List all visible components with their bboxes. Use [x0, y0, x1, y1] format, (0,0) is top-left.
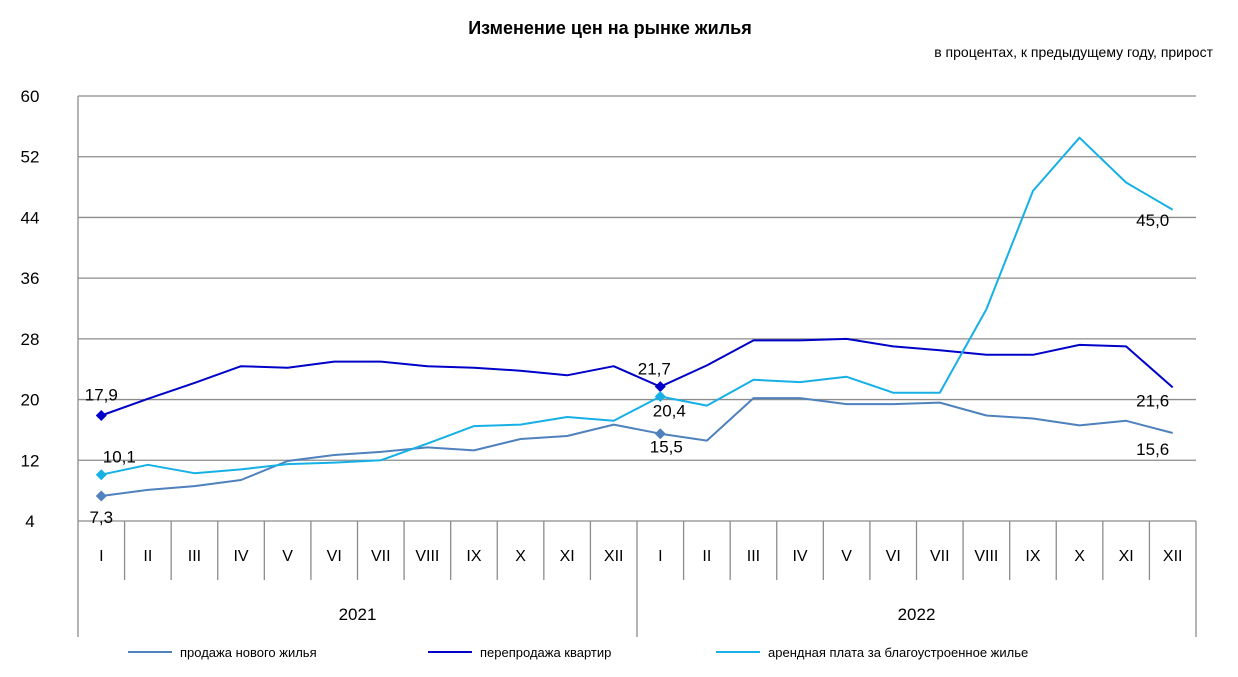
data-labels: 7,3 15,5 15,6 17,9 21,7 21,6 10,1 20,4 45,0 [85, 211, 1170, 527]
legend-label: перепродажа квартир [480, 645, 611, 660]
y-tick-label: 20 [21, 391, 40, 410]
x-tick-label: IX [466, 548, 481, 565]
series-lines [100, 136, 1174, 497]
y-tick-label: 52 [21, 148, 40, 167]
data-label: 7,3 [89, 508, 113, 527]
x-tick-label: IV [233, 548, 248, 565]
data-point-marker [95, 469, 107, 481]
x-tick-label: V [841, 548, 852, 565]
x-tick-label: XII [1163, 548, 1183, 565]
x-tick-label: X [515, 548, 526, 565]
grid-lines [77, 95, 1196, 637]
data-label: 20,4 [653, 402, 686, 421]
x-tick-label: X [1074, 548, 1085, 565]
data-label: 15,6 [1136, 440, 1169, 459]
data-label: 15,5 [650, 438, 683, 457]
x-axis: I II III IV V VI VII VIII IX X XI XII I II III IV V VI VII… [99, 521, 1197, 637]
year-label: 2022 [898, 605, 936, 624]
x-tick-label: XI [1119, 548, 1134, 565]
x-tick-label: V [282, 548, 293, 565]
data-point-marker [654, 381, 666, 393]
x-tick-label: VIII [415, 548, 439, 565]
x-tick-label: XI [560, 548, 575, 565]
y-tick-label: 60 [21, 87, 40, 106]
x-tick-label: IV [792, 548, 807, 565]
data-label: 17,9 [85, 386, 118, 405]
x-tick-label: II [702, 548, 711, 565]
series-line-1 [101, 397, 1173, 497]
x-tick-label: VI [886, 548, 901, 565]
data-point-marker [95, 410, 107, 422]
series-line-3 [101, 136, 1174, 476]
x-tick-label: III [747, 548, 760, 565]
x-tick-label: VIII [974, 548, 998, 565]
year-label: 2021 [339, 605, 377, 624]
y-tick-label: 4 [25, 512, 34, 531]
x-tick-label: I [99, 548, 103, 565]
x-tick-label: II [143, 548, 152, 565]
x-tick-label: III [188, 548, 201, 565]
legend-label: арендная плата за благоустроенное жилье [768, 645, 1028, 660]
data-point-marker [95, 490, 107, 502]
x-tick-label: I [658, 548, 662, 565]
y-axis-ticks: 4 12 20 28 36 44 52 60 [21, 87, 40, 531]
series-markers [95, 381, 666, 502]
data-point-marker [654, 428, 666, 440]
legend-label: продажа нового жилья [180, 645, 317, 660]
y-tick-label: 36 [21, 269, 40, 288]
chart-subtitle: в процентах, к предыдущему году, прирост [934, 44, 1213, 60]
y-tick-label: 12 [21, 451, 40, 470]
series-line-2 [100, 337, 1174, 417]
data-label: 21,7 [638, 360, 671, 379]
data-label: 10,1 [103, 448, 136, 467]
chart-title: Изменение цен на рынке жилья [468, 18, 752, 38]
x-tick-label: VII [371, 548, 391, 565]
data-label: 45,0 [1136, 211, 1169, 230]
legend: продажа нового жилья перепродажа квартир а… [128, 645, 1028, 660]
x-tick-label: VII [930, 548, 950, 565]
y-tick-label: 28 [21, 330, 40, 349]
data-label: 21,6 [1136, 391, 1169, 410]
y-tick-label: 44 [21, 208, 40, 227]
x-tick-label: XII [604, 548, 624, 565]
data-point-marker [654, 391, 666, 403]
x-tick-label: IX [1025, 548, 1040, 565]
x-tick-label: VI [327, 548, 342, 565]
